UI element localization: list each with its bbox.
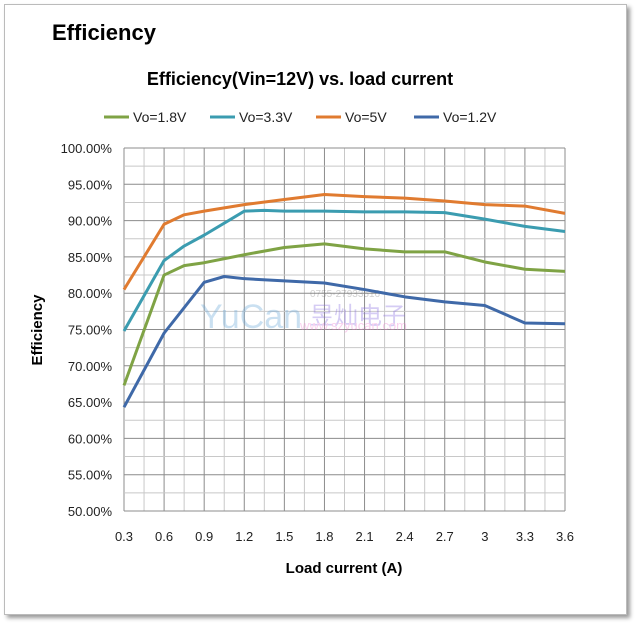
y-tick-label: 65.00% xyxy=(68,395,113,410)
y-tick-label: 70.00% xyxy=(68,359,113,374)
y-tick-label: 85.00% xyxy=(68,250,113,265)
x-tick-label: 2.4 xyxy=(396,529,414,544)
x-tick-label: 0.9 xyxy=(195,529,213,544)
x-tick-label: 1.8 xyxy=(315,529,333,544)
watermark-phone: 0755-27933516 xyxy=(310,289,381,300)
x-tick-label: 2.7 xyxy=(436,529,454,544)
series-lines xyxy=(122,192,566,408)
legend-label: Vo=5V xyxy=(345,109,387,125)
x-tick-label: 3 xyxy=(481,529,488,544)
x-tick-label: 3.3 xyxy=(516,529,534,544)
chart-title: Efficiency(Vin=12V) vs. load current xyxy=(147,69,453,89)
x-axis-label: Load current (A) xyxy=(286,560,403,577)
legend-label: Vo=1.2V xyxy=(443,109,497,125)
y-tick-label: 95.00% xyxy=(68,177,113,192)
y-tick-labels: 50.00% 55.00% 60.00% 65.00% 70.00% 75.00% 80.0… xyxy=(61,141,113,519)
y-axis-label: Efficiency xyxy=(29,294,46,366)
x-tick-label: 1.5 xyxy=(275,529,293,544)
watermark-brand: YuCan xyxy=(200,298,302,336)
y-tick-label: 60.00% xyxy=(68,431,113,446)
y-tick-label: 55.00% xyxy=(68,468,113,483)
watermark: YuCan 昱灿电子 0755-27933516 www.szyucan.com xyxy=(200,289,407,336)
page-heading: Efficiency xyxy=(52,20,156,45)
series-line-Vo=3.3V xyxy=(122,208,566,332)
x-tick-label: 3.6 xyxy=(556,529,574,544)
y-tick-label: 90.00% xyxy=(68,214,113,229)
x-tick-labels: 0.3 0.6 0.9 1.2 1.5 1.8 2.1 2.4 2.7 3 3.3 3.6 xyxy=(115,529,574,544)
y-tick-label: 75.00% xyxy=(68,323,113,338)
y-tick-label: 80.00% xyxy=(68,286,113,301)
series-line-Vo=1.2V xyxy=(122,275,566,408)
legend: Vo=1.8V Vo=3.3V Vo=5V Vo=1.2V xyxy=(104,109,497,125)
legend-label: Vo=1.8V xyxy=(133,109,187,125)
series-line-Vo=5V xyxy=(122,192,566,291)
x-tick-label: 1.2 xyxy=(235,529,253,544)
y-tick-label: 100.00% xyxy=(61,141,113,156)
chart-frame xyxy=(4,4,627,615)
watermark-chinese: 昱灿电子 xyxy=(310,303,406,330)
x-tick-label: 0.6 xyxy=(155,529,173,544)
series-line-Vo=1.8V xyxy=(122,242,566,386)
y-tick-label: 50.00% xyxy=(68,504,113,519)
watermark-url: www.szyucan.com xyxy=(299,318,407,333)
x-tick-label: 2.1 xyxy=(356,529,374,544)
x-tick-label: 0.3 xyxy=(115,529,133,544)
legend-label: Vo=3.3V xyxy=(239,109,293,125)
